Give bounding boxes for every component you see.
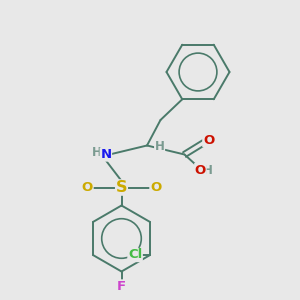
Text: N: N	[100, 148, 112, 161]
Text: O: O	[195, 164, 206, 177]
Text: S: S	[116, 180, 127, 195]
Text: Cl: Cl	[128, 248, 142, 262]
Text: O: O	[150, 181, 161, 194]
Text: H: H	[92, 146, 102, 159]
Text: F: F	[117, 280, 126, 293]
Text: O: O	[82, 181, 93, 194]
Text: H: H	[203, 164, 212, 177]
Text: H: H	[155, 140, 164, 154]
Text: O: O	[203, 134, 214, 147]
